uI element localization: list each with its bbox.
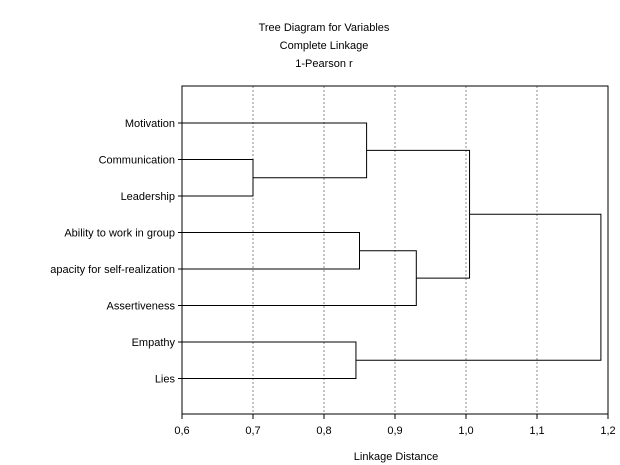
x-tick-label: 0,7 <box>245 425 260 437</box>
dendrogram-link <box>182 250 417 306</box>
leaf-labels: Motivation Communication Leadership Ability… <box>50 118 182 386</box>
chart-title-line-1: Tree Diagram for Variables <box>259 22 390 34</box>
leaf-label: apacity for self-realization <box>50 264 175 276</box>
leaf-label: Ability to work in group <box>64 228 175 240</box>
leaf-label: Lies <box>155 374 176 386</box>
x-axis-ticks: 0,6 0,7 0,8 0,9 1,0 1,1 1,2 <box>174 414 616 437</box>
dendrogram-links <box>182 122 602 379</box>
x-axis-label: Linkage Distance <box>354 451 438 463</box>
x-tick-label: 1,1 <box>529 425 544 437</box>
dendrogram-link <box>366 149 471 279</box>
leaf-label: Communication <box>99 155 175 167</box>
x-tick-label: 1,0 <box>458 425 473 437</box>
x-tick-label: 0,8 <box>316 425 331 437</box>
x-tick-label: 0,6 <box>174 425 189 437</box>
dendrogram-link <box>182 341 357 379</box>
x-gridlines <box>252 86 538 414</box>
dendrogram-link <box>355 213 602 361</box>
leaf-label: Assertiveness <box>107 301 176 313</box>
leaf-label: Motivation <box>125 118 175 130</box>
leaf-label: Leadership <box>121 191 175 203</box>
leaf-label: Empathy <box>132 337 176 349</box>
chart-title-line-2: Complete Linkage <box>280 40 369 52</box>
dendrogram-link <box>182 159 254 197</box>
x-tick-label: 1,2 <box>600 425 615 437</box>
dendrogram-link <box>182 232 360 270</box>
dendrogram-link <box>182 122 368 179</box>
chart-title-line-3: 1-Pearson r <box>295 58 353 70</box>
x-tick-label: 0,9 <box>387 425 402 437</box>
chart-title: Tree Diagram for Variables Complete Link… <box>259 22 390 70</box>
